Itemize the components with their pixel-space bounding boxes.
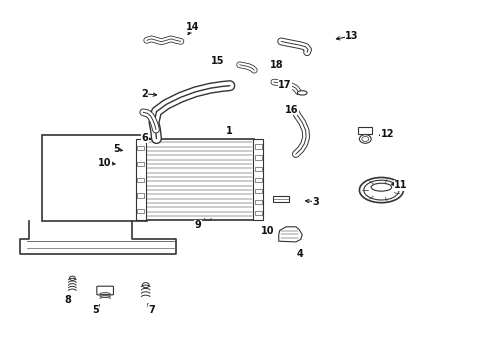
Bar <box>254 167 261 171</box>
Bar <box>254 211 261 215</box>
Bar <box>137 193 144 198</box>
Text: 2: 2 <box>141 89 147 99</box>
Text: 6: 6 <box>141 132 148 143</box>
Text: 15: 15 <box>210 56 224 66</box>
Text: 8: 8 <box>64 294 71 305</box>
Ellipse shape <box>297 91 306 95</box>
Bar <box>254 178 261 182</box>
Text: 18: 18 <box>269 60 283 70</box>
Text: 10: 10 <box>261 226 274 236</box>
Bar <box>254 200 261 204</box>
Text: 4: 4 <box>296 249 303 259</box>
Text: 17: 17 <box>278 80 291 90</box>
Bar <box>272 196 288 202</box>
Bar <box>41 135 146 221</box>
FancyBboxPatch shape <box>97 286 113 295</box>
Circle shape <box>359 135 370 143</box>
Bar <box>136 139 145 220</box>
Text: 5: 5 <box>113 144 120 154</box>
Bar <box>144 139 254 220</box>
Bar <box>254 189 261 193</box>
Text: 10: 10 <box>98 158 112 168</box>
Text: 1: 1 <box>225 126 232 136</box>
Text: 12: 12 <box>380 129 393 139</box>
Text: 13: 13 <box>345 31 358 41</box>
Bar <box>137 209 144 213</box>
Bar <box>254 156 261 160</box>
Text: 3: 3 <box>311 197 318 207</box>
Ellipse shape <box>359 177 403 203</box>
Bar <box>253 139 263 220</box>
Text: 5: 5 <box>92 305 99 315</box>
Bar <box>254 144 261 149</box>
Text: 16: 16 <box>285 105 298 115</box>
Bar <box>137 146 144 150</box>
Ellipse shape <box>370 183 391 191</box>
Text: 7: 7 <box>148 305 155 315</box>
Text: 14: 14 <box>186 22 200 32</box>
Text: 11: 11 <box>393 180 407 190</box>
Bar <box>137 162 144 166</box>
Bar <box>137 178 144 182</box>
Text: 9: 9 <box>194 220 201 230</box>
Bar <box>358 127 371 134</box>
Polygon shape <box>278 227 302 242</box>
